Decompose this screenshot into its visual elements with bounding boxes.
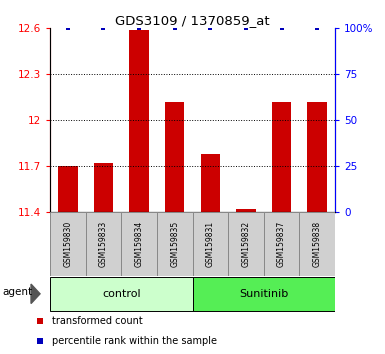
Bar (94, 163, 113, 212)
Title: GDS3109 / 1370859_at: GDS3109 / 1370859_at (115, 14, 270, 27)
Bar (50, 277, 192, 311)
Bar (192, 212, 228, 276)
Text: Sunitinib: Sunitinib (239, 289, 288, 299)
Bar (300, 212, 335, 276)
Bar (192, 277, 335, 311)
FancyArrow shape (31, 284, 40, 304)
Bar (264, 212, 300, 276)
Text: GSM159830: GSM159830 (64, 221, 72, 267)
Bar (121, 212, 157, 276)
Bar (129, 30, 149, 212)
Bar (307, 102, 327, 212)
Bar (50, 212, 85, 276)
Bar (58, 166, 78, 212)
Bar (165, 102, 184, 212)
Bar (236, 209, 256, 212)
Text: GSM159832: GSM159832 (241, 221, 250, 267)
Bar (157, 212, 192, 276)
Text: transformed count: transformed count (52, 316, 143, 326)
Bar (272, 102, 291, 212)
Bar (228, 212, 264, 276)
Bar (85, 212, 121, 276)
Text: agent: agent (3, 287, 33, 297)
Text: GSM159831: GSM159831 (206, 221, 215, 267)
Bar (201, 154, 220, 212)
Text: GSM159834: GSM159834 (135, 221, 144, 267)
Text: percentile rank within the sample: percentile rank within the sample (52, 336, 217, 346)
Text: GSM159838: GSM159838 (313, 221, 321, 267)
Text: GSM159835: GSM159835 (170, 221, 179, 267)
Text: GSM159837: GSM159837 (277, 221, 286, 267)
Text: GSM159833: GSM159833 (99, 221, 108, 267)
Text: control: control (102, 289, 141, 299)
